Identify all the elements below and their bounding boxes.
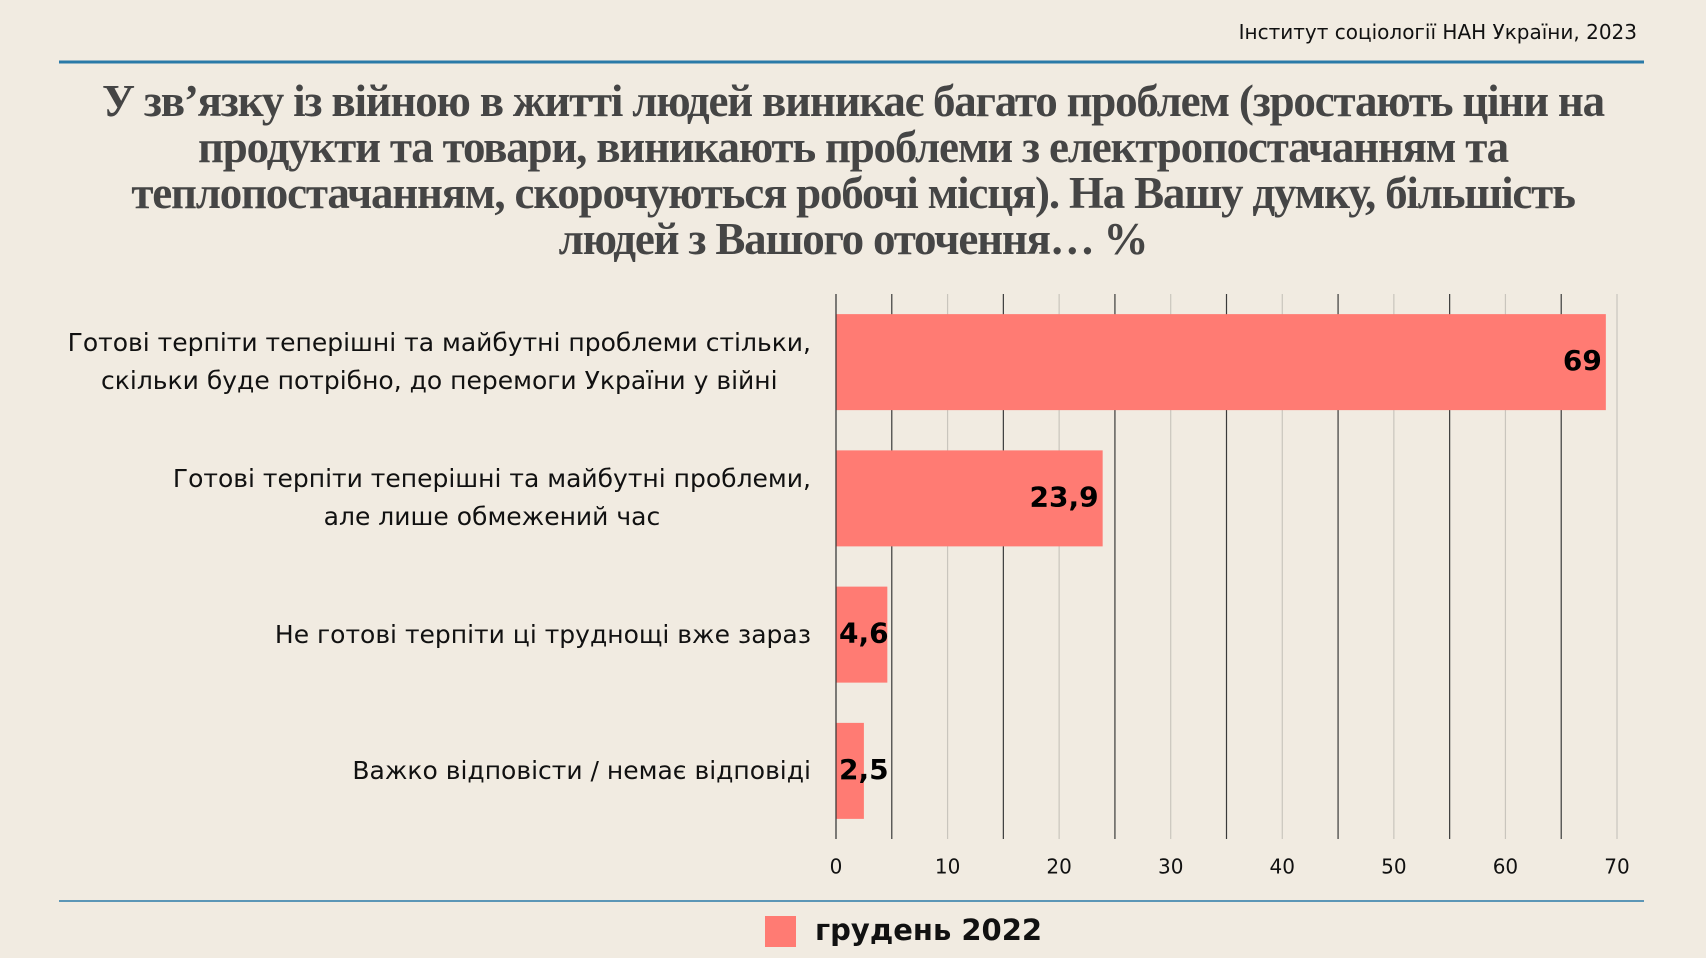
bar [836, 722, 864, 819]
x-tick-label: 0 [830, 855, 843, 879]
source: Інститут соціології НАН України, 2023 [1238, 20, 1637, 44]
bar [836, 586, 888, 683]
x-tick-label: 60 [1493, 855, 1518, 879]
value-label: 23,9 [1030, 480, 1099, 513]
category-label: Не готові терпіти ці труднощі вже зараз [274, 619, 811, 649]
chart-title: У зв’язку із війною в житті людей виника… [102, 76, 1605, 264]
bar [836, 450, 1103, 547]
x-tick-label: 40 [1270, 855, 1295, 879]
value-label: 4,6 [839, 617, 889, 650]
x-tick-label: 70 [1604, 855, 1629, 879]
value-label: 2,5 [839, 753, 889, 786]
bar [836, 314, 1606, 411]
category-label: Важко відповісти / немає відповіді [352, 755, 811, 785]
category-label: Готові терпіти теперішні та майбутні про… [67, 328, 811, 396]
value-label: 69 [1563, 344, 1602, 377]
x-tick-label: 50 [1381, 855, 1406, 879]
x-tick-label: 10 [935, 855, 960, 879]
category-label: Готові терпіти теперішні та майбутні про… [172, 464, 811, 532]
x-tick-label: 30 [1158, 855, 1183, 879]
legend-label: грудень 2022 [815, 913, 1042, 947]
x-tick-label: 20 [1046, 855, 1071, 879]
legend-swatch [765, 916, 796, 947]
